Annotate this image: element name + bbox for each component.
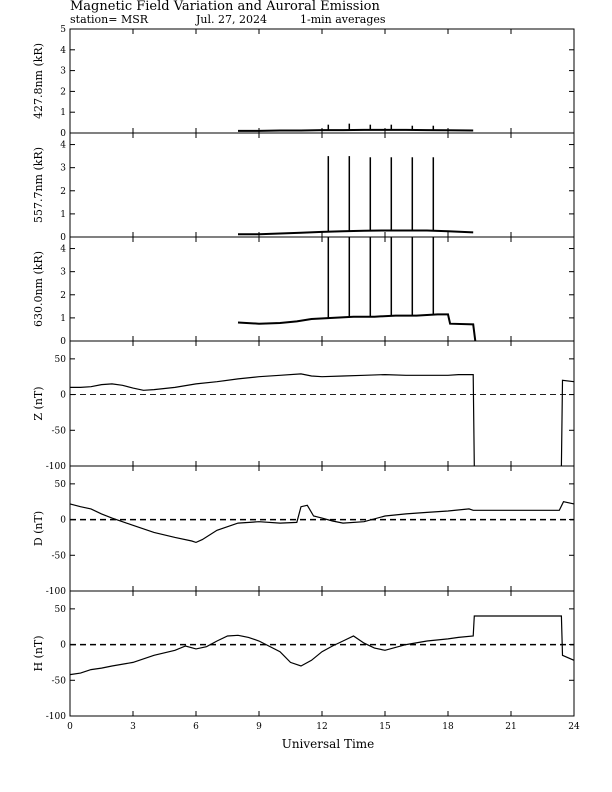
y-tick-label: 2 bbox=[60, 291, 66, 301]
y-tick-label: 0 bbox=[60, 233, 66, 243]
y-tick-label: 1 bbox=[60, 108, 66, 118]
y-tick-label: 2 bbox=[60, 87, 66, 97]
y-tick-label: 4 bbox=[60, 245, 66, 255]
panel-frame bbox=[69, 590, 575, 717]
x-tick-label: 15 bbox=[379, 722, 391, 732]
y-tick-label: 50 bbox=[55, 605, 67, 615]
panel-h: -100 -50 0 50 H (nT) bbox=[32, 590, 575, 722]
station-label: station= MSR bbox=[70, 13, 149, 26]
y-axis-label: 630.0nm (kR) bbox=[32, 251, 45, 327]
y-tick-label: 0 bbox=[60, 337, 66, 347]
y-tick-label: 0 bbox=[60, 641, 66, 651]
figure-title: Magnetic Field Variation and Auroral Emi… bbox=[70, 0, 380, 14]
y-axis-label: H (nT) bbox=[32, 635, 45, 671]
panel-427nm: 0 1 2 3 4 5 427.8nm (kR) bbox=[32, 25, 575, 139]
y-axis-label: Z (nT) bbox=[32, 386, 45, 420]
x-tick-label: 6 bbox=[193, 722, 199, 732]
panel-frame bbox=[69, 28, 575, 134]
y-tick-label: 0 bbox=[60, 129, 66, 139]
y-axis-label: 427.8nm (kR) bbox=[32, 43, 45, 119]
series-line bbox=[69, 501, 575, 544]
y-tick-label: 4 bbox=[60, 46, 66, 56]
series-line bbox=[237, 313, 477, 342]
y-tick-label: -100 bbox=[46, 587, 66, 597]
averaging-label: 1-min averages bbox=[300, 13, 386, 26]
y-tick-label: -100 bbox=[46, 462, 66, 472]
y-tick-label: 50 bbox=[55, 480, 67, 490]
x-tick-label: 12 bbox=[316, 722, 327, 732]
x-tick-label: 21 bbox=[505, 722, 516, 732]
panel-frame bbox=[69, 465, 575, 592]
date-label: Jul. 27, 2024 bbox=[195, 13, 267, 26]
series-line bbox=[70, 373, 475, 467]
x-tick-label: 0 bbox=[67, 722, 73, 732]
panel-557nm: 0 1 2 3 4 557.7nm (kR) bbox=[32, 132, 575, 243]
y-tick-label: -50 bbox=[52, 551, 67, 561]
panel-z: -100 -50 0 50 Z (nT) bbox=[32, 340, 575, 472]
y-tick-label: 50 bbox=[55, 355, 67, 365]
panel-630nm: 0 1 2 3 4 630.0nm (kR) bbox=[32, 236, 575, 347]
x-tick-label: 3 bbox=[130, 722, 136, 732]
y-tick-label: 3 bbox=[60, 268, 66, 278]
y-tick-label: 5 bbox=[60, 25, 66, 35]
panel-frame bbox=[69, 132, 575, 238]
y-tick-label: 3 bbox=[60, 67, 66, 77]
y-tick-label: 4 bbox=[60, 141, 66, 151]
panel-frame bbox=[69, 340, 575, 467]
series-line bbox=[69, 615, 575, 676]
y-tick-label: 0 bbox=[60, 391, 66, 401]
series-line bbox=[238, 229, 474, 236]
y-tick-label: 3 bbox=[60, 164, 66, 174]
y-axis-label: D (nT) bbox=[32, 511, 45, 546]
x-axis-label: Universal Time bbox=[282, 737, 375, 751]
series-line bbox=[560, 379, 575, 467]
y-tick-label: 0 bbox=[60, 516, 66, 526]
y-tick-label: -50 bbox=[52, 426, 67, 436]
x-tick-label: 9 bbox=[256, 722, 262, 732]
y-tick-label: -100 bbox=[46, 712, 66, 722]
y-tick-label: 2 bbox=[60, 187, 66, 197]
panel-frame bbox=[69, 236, 575, 342]
y-tick-label: 1 bbox=[60, 210, 66, 220]
x-tick-label: 18 bbox=[442, 722, 454, 732]
y-tick-label: 1 bbox=[60, 314, 66, 324]
y-tick-label: -50 bbox=[52, 676, 67, 686]
x-tick-label: 24 bbox=[568, 722, 580, 732]
series-line bbox=[238, 128, 474, 132]
panel-d: -100 -50 0 50 D (nT) bbox=[32, 465, 575, 597]
y-axis-label: 557.7nm (kR) bbox=[32, 147, 45, 223]
